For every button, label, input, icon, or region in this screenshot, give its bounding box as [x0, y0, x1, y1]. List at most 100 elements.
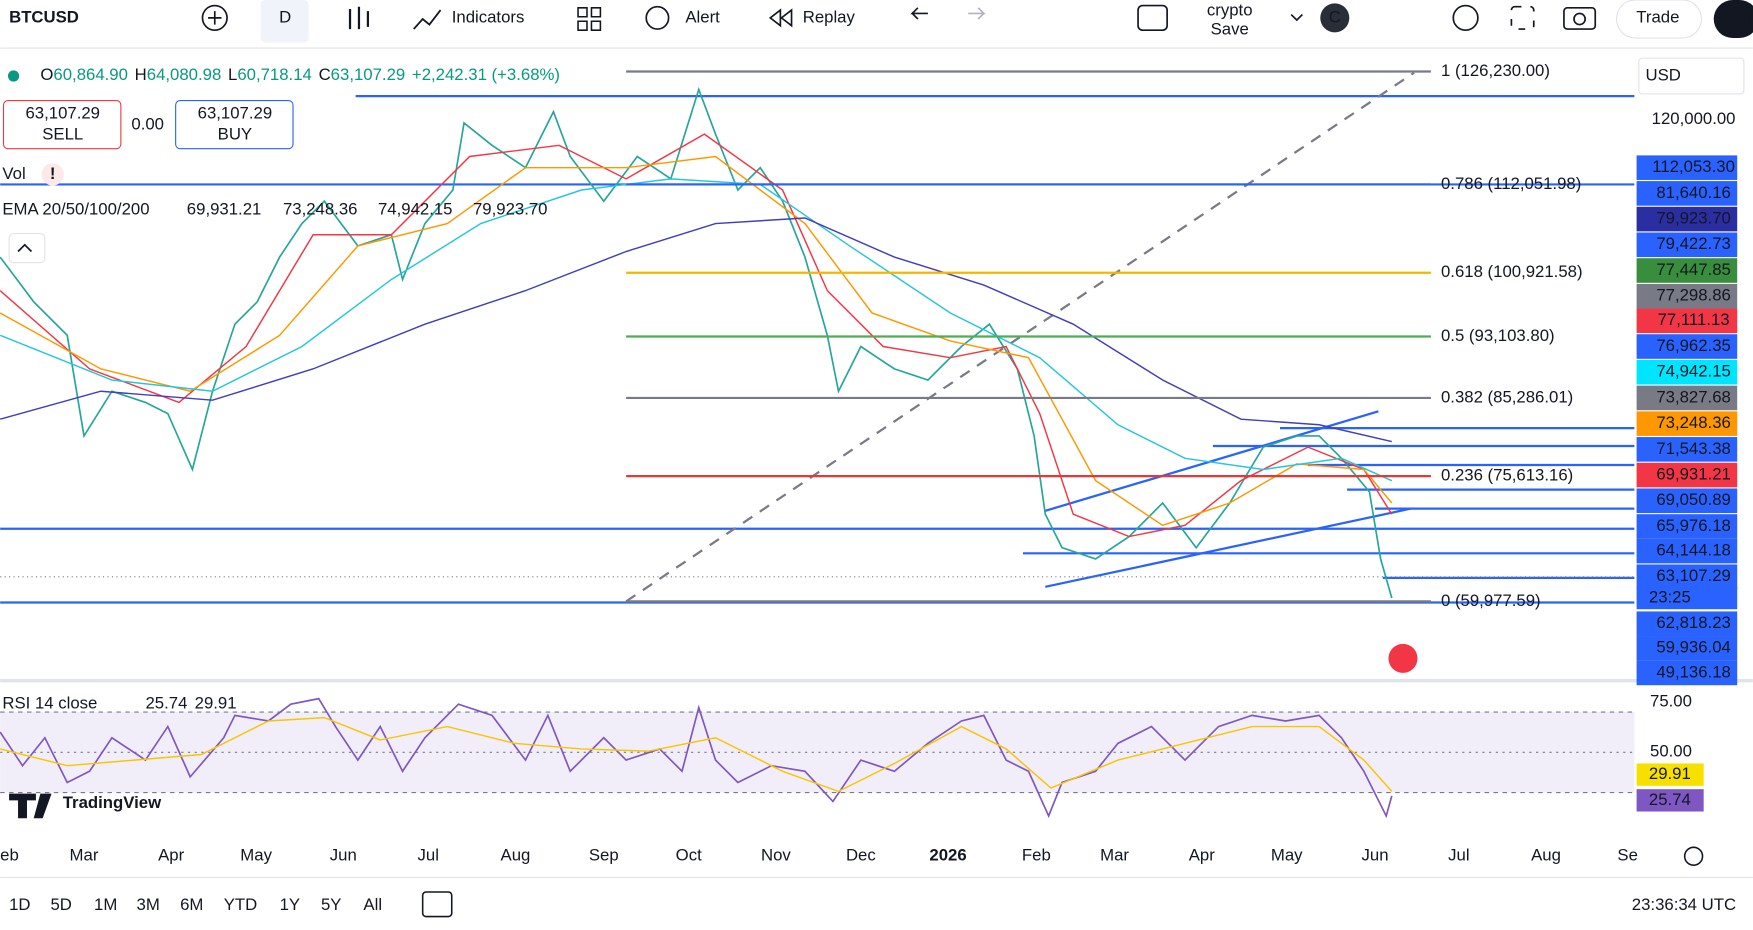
- alert-button[interactable]: Alert: [685, 7, 720, 26]
- price-label: 62,818.23: [1656, 613, 1731, 632]
- price-label: 77,111.13: [1658, 310, 1730, 329]
- sell-label: SELL: [42, 125, 83, 144]
- interval[interactable]: D: [279, 7, 291, 26]
- ohlc-key: O: [40, 65, 53, 84]
- timeframe-button[interactable]: 1M: [94, 895, 117, 914]
- ema-value: 79,923.70: [473, 200, 548, 219]
- snapshot-lens: [1573, 12, 1587, 26]
- indicators-icon[interactable]: [413, 9, 442, 30]
- rsi-value-label-bg: [1636, 789, 1704, 812]
- price-label-bg: [1636, 660, 1738, 686]
- price-label-bg: [1636, 538, 1738, 564]
- time-label: Jun: [330, 846, 357, 865]
- timeframe-button[interactable]: 6M: [180, 895, 203, 914]
- ohlc-legend: O60,864.90 H64,080.98 L60,718.14 C63,107.29…: [40, 65, 560, 84]
- add-icon-plus: [208, 11, 222, 25]
- date-range-icon[interactable]: [421, 891, 453, 918]
- volume-label: Vol: [2, 164, 25, 183]
- avatar-bg[interactable]: [1320, 3, 1350, 33]
- price-label-bg: [1636, 258, 1738, 283]
- fib-level-label: 0.382 (85,286.01): [1441, 387, 1573, 406]
- timeframe-button[interactable]: 1D: [9, 895, 30, 914]
- bars-icon[interactable]: [348, 6, 370, 30]
- price-label: 77,447.85: [1656, 260, 1731, 279]
- replay-icon[interactable]: [768, 8, 793, 28]
- fullscreen-icon[interactable]: [1510, 5, 1535, 30]
- publish-button-bg[interactable]: [1713, 0, 1753, 38]
- time-label: Oct: [676, 846, 702, 865]
- market-status-dot: [7, 70, 20, 82]
- trade-button[interactable]: Trade: [1636, 7, 1679, 26]
- buy-label: BUY: [218, 125, 252, 144]
- currency[interactable]: USD: [1646, 65, 1681, 84]
- channel-line: [1045, 507, 1412, 588]
- ohlc-value: 63,107.29: [331, 65, 406, 84]
- rsi-value: 25.74: [145, 694, 187, 713]
- sell-button[interactable]: [2, 100, 122, 150]
- time-label: Se: [1617, 846, 1638, 865]
- undo-icon[interactable]: [910, 7, 928, 20]
- rsi-ma-line: [0, 716, 1393, 793]
- sell-price: 63,107.29: [25, 103, 100, 122]
- price-label: 79,923.70: [1656, 209, 1731, 228]
- publish-button[interactable]: Pu: [1730, 7, 1751, 26]
- interval-button-bg[interactable]: [260, 0, 309, 43]
- trade-button-bg[interactable]: [1615, 0, 1702, 39]
- price-label-bg: [1636, 514, 1738, 539]
- alert-icon[interactable]: [645, 5, 670, 30]
- timeframe-button[interactable]: 5Y: [321, 895, 342, 914]
- add-icon[interactable]: [201, 4, 228, 32]
- templates-icon[interactable]: [577, 7, 602, 31]
- price-label-bg: [1636, 155, 1738, 180]
- layout-icon[interactable]: [1137, 4, 1168, 32]
- timeframe-button[interactable]: YTD: [224, 895, 257, 914]
- price-label-bg: [1636, 564, 1738, 590]
- price-label: 73,248.36: [1656, 413, 1731, 432]
- fib-level-label: 0 (59,977.59): [1441, 591, 1541, 610]
- price-label: 65,976.18: [1656, 516, 1731, 535]
- currency-select[interactable]: [1638, 57, 1745, 95]
- layout-dropdown[interactable]: [1290, 13, 1303, 22]
- event-icon[interactable]: [1388, 643, 1418, 673]
- horizontal-lines: [0, 95, 1635, 604]
- snapshot-icon[interactable]: [1563, 6, 1597, 30]
- price-label-bg: [1636, 385, 1738, 411]
- axis-settings-icon[interactable]: [1683, 846, 1704, 866]
- ema-label: EMA 20/50/100/200: [2, 200, 149, 219]
- time-label: Feb: [1022, 846, 1051, 865]
- price-label-bg: [1636, 206, 1738, 232]
- ohlc-key: C: [319, 65, 331, 84]
- settings-icon[interactable]: [1452, 4, 1479, 32]
- price-label: 49,136.18: [1656, 662, 1731, 681]
- symbol[interactable]: BTCUSD: [9, 7, 79, 26]
- buy-button[interactable]: [175, 100, 294, 150]
- price-label-bg: [1636, 636, 1738, 661]
- indicators-button[interactable]: Indicators: [452, 7, 525, 26]
- timeframe-button[interactable]: 1Y: [280, 895, 301, 914]
- layout-name[interactable]: crypto: [1207, 1, 1253, 20]
- price-label: 63,107.29: [1656, 566, 1731, 585]
- price-label: 71,543.38: [1656, 439, 1731, 458]
- ohlc-key: H: [135, 65, 147, 84]
- timeframe-button[interactable]: 5D: [50, 895, 71, 914]
- collapse-icon: [17, 243, 33, 253]
- time-label: Nov: [761, 846, 791, 865]
- timeframe-button[interactable]: All: [363, 895, 382, 914]
- fib-level-label: 0.5 (93,103.80): [1441, 326, 1555, 345]
- rsi-label: RSI 14 close: [2, 694, 97, 713]
- replay-button[interactable]: Replay: [803, 7, 856, 26]
- time-label: Aug: [1531, 846, 1561, 865]
- ema-100: [0, 178, 1393, 482]
- channel-line: [1044, 410, 1379, 512]
- redo-icon[interactable]: [968, 7, 986, 20]
- price-label-bg: [1636, 462, 1738, 488]
- timeframe-button[interactable]: 3M: [137, 895, 160, 914]
- fib-trend-line: [625, 71, 1415, 603]
- rsi-value-scale-label: 25.74: [1649, 790, 1691, 809]
- rsi-ma-label-bg: [1636, 763, 1704, 786]
- fib-level-label: 0.618 (100,921.58): [1441, 262, 1583, 281]
- price-label-bg: [1636, 359, 1738, 385]
- time-label: Jul: [418, 846, 439, 865]
